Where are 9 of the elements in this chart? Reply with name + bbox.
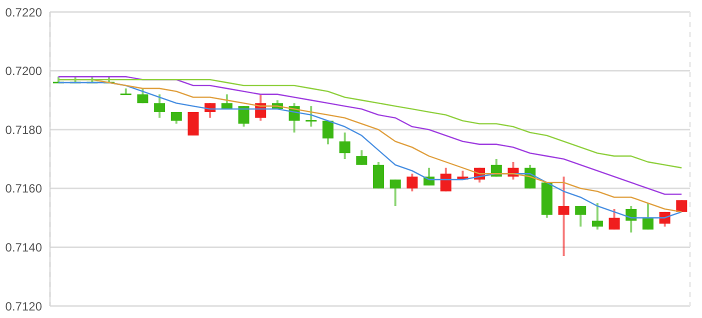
y-tick-label: 0.7140	[5, 240, 42, 254]
line-series	[58, 78, 682, 168]
y-tick-label: 0.7200	[5, 64, 42, 78]
y-tick-label: 0.7160	[5, 182, 42, 196]
y-tick-label: 0.7180	[5, 122, 42, 137]
candlestick	[188, 110, 199, 136]
candlestick	[676, 199, 688, 213]
y-tick-label: 0.7120	[5, 299, 42, 314]
y-tick-label: 0.7220	[5, 5, 42, 20]
